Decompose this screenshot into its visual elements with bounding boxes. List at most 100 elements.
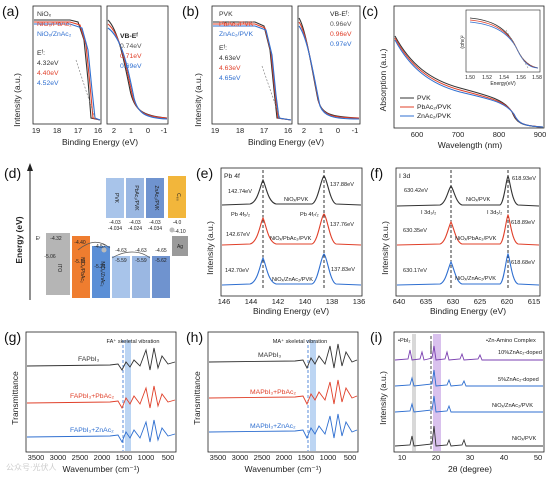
panel-f-orbital: I 3d₅/₂ (487, 210, 502, 216)
panel-d-low-value: -5.11 (74, 259, 85, 265)
panel-c-inset-tick: 1.50 (465, 75, 475, 81)
panel-a-tick: 16 (94, 126, 102, 135)
panel-a-vb-curve-znac (107, 27, 168, 120)
panel-b-tick: 17 (260, 126, 268, 135)
panel-h-curve-3 (208, 413, 358, 440)
panel-d-material: PbAc₂/PVK (133, 185, 139, 211)
panel-b-label: (b) (182, 3, 199, 19)
panel-i-legend-pbi: •PbI₂ (398, 338, 411, 344)
panel-d-material: Ag (177, 244, 183, 250)
panel-g-highlight-band (125, 340, 131, 451)
panel-f-orbital: I 3d₃/₂ (421, 210, 436, 216)
panel-d-block-pvk (106, 178, 124, 218)
panel-a-tick: 17 (74, 126, 82, 135)
panel-b-legend-3: ZnAc₂/PVK (219, 31, 253, 38)
panel-g-sample: FAPbI₃+PbAc₂ (70, 393, 114, 400)
panel-d-block-nio-znac (92, 246, 110, 298)
panel-d-top-value2: -4.024 (128, 226, 142, 232)
panel-e-peak: 137.88eV (330, 182, 354, 188)
panel-i-highlight-complex (433, 334, 441, 451)
panel-f-curve-pbac (396, 213, 540, 246)
panel-f-label: (f) (370, 165, 383, 181)
panel-h-frame (207, 331, 359, 453)
panel-d-block-znac-pvk (146, 178, 164, 218)
panel-c-tick: 800 (493, 130, 506, 139)
panel-e-sample: NiOₓ/PVK (284, 197, 308, 203)
panel-i-tick: 20 (432, 453, 440, 462)
panel-d-transfer-arrow (111, 251, 151, 259)
panel-d-mid-value: -4.40 (74, 240, 86, 246)
panel-a-legend-1: NiOₓ (37, 11, 52, 18)
panel-h-highlight-band (310, 340, 316, 451)
panel-b-tick: 19 (211, 126, 219, 135)
panel-d-top-value2: -4.034 (148, 226, 162, 232)
panel-a-ef-3: 4.52eV (37, 80, 59, 87)
panel-e-tick: 138 (326, 297, 339, 306)
panel-f-peak: 630.17eV (403, 268, 427, 274)
panel-d-mid-value: -4.63 (135, 248, 147, 254)
panel-i-sample: NiOₓ/PVK (512, 436, 536, 442)
panel-d-mid-value: -4.52 (94, 244, 106, 250)
panel-f-curve-znac (396, 252, 540, 286)
panel-e-sample: NiOₓ/ZnAc₂/PVK (272, 277, 313, 283)
panel-e-xlabel: Binding Energy (eV) (253, 306, 329, 316)
panel-c-inset-tick: 1.54 (499, 75, 509, 81)
panel-i-xlabel: 2θ (degree) (448, 464, 492, 474)
panel-i-curve-nio (394, 425, 543, 447)
panel-g-tick: 1500 (116, 453, 133, 462)
panel-d-material: PVK (113, 193, 119, 204)
panel-e-label: (e) (196, 165, 213, 181)
panel-e-curve-znac (221, 253, 362, 286)
panel-b: (b) Intensity (a.u.) PVK PbAc₂/PVK ZnAc₂… (182, 3, 361, 147)
panel-b-ylabel: Intensity (a.u.) (193, 73, 203, 127)
panel-c-inset-fit (505, 29, 529, 69)
panel-c-inset-tick: 1.56 (516, 75, 526, 81)
panel-e-curve-nio (221, 175, 362, 206)
panel-e-sample: NiOₓ/PbAc₂/PVK (270, 236, 312, 242)
panel-i-ylabel: Intensity (a.u.) (378, 371, 388, 425)
panel-d-top-value2: -4.034 (108, 226, 122, 232)
panel-a-curve-pbac (34, 21, 101, 121)
panel-e-peak: 142.70eV (225, 268, 249, 274)
panel-a-tick: -1 (161, 126, 168, 135)
panel-g-tick: 3000 (50, 453, 67, 462)
panel-c-inset-tick: 1.58 (532, 75, 542, 81)
panel-i-curve-znac (394, 395, 543, 413)
panel-d-low-value: -5.62 (155, 258, 167, 264)
panel-d-top-value: -4.0 (173, 220, 182, 226)
panel-e-peak: 142.67eV (226, 232, 250, 238)
panel-f-sample: NiOₓ/PVK (466, 197, 490, 203)
panel-b-tick: 16 (284, 126, 292, 135)
panel-i-sample: 10%ZnAc₂-doped (498, 350, 542, 356)
panel-e-title: Pb 4f (224, 173, 240, 180)
panel-f-sample: NiOₓ/PbAc₂/PVK (455, 236, 497, 242)
panel-d-mid-value: -4.32 (50, 236, 62, 242)
panel-c-tick: 900 (534, 130, 547, 139)
panel-g-tick: 500 (162, 453, 175, 462)
panel-c-label: (c) (362, 3, 378, 19)
panel-b-curve-znac (213, 25, 292, 121)
panel-i-tick: 40 (500, 453, 508, 462)
panel-a-tick: 0 (146, 126, 150, 135)
panel-c-inset-tick: 1.52 (482, 75, 492, 81)
watermark-text: 公众号·光伏人 (6, 462, 57, 472)
panel-d-label: (d) (4, 165, 21, 181)
panel-g-tick: 3500 (28, 453, 45, 462)
panel-c-tick: 600 (411, 130, 424, 139)
panel-b-tick: 0 (336, 126, 340, 135)
panel-b-legend-2: PbAc₂/PVK (219, 21, 254, 28)
panel-d-hole-icon (101, 247, 107, 253)
panel-i: (i) Intensity (a.u.) •PbI₂ •Zn-Amino Com… (370, 329, 545, 474)
panel-f-xlabel: Binding Energy (eV) (430, 306, 506, 316)
panel-e-peak: 137.76eV (330, 222, 354, 228)
panel-c-curve-znac (394, 39, 544, 128)
panel-a-vb-curve-pbac (107, 23, 168, 119)
panel-h-tick: 2500 (254, 453, 271, 462)
panel-i-highlight-pbi (412, 334, 416, 451)
panel-b-ef-1: 4.63eV (219, 55, 241, 62)
panel-e-curve-pbac (221, 213, 362, 246)
panel-e-ylabel: Intensity (a.u.) (205, 221, 215, 275)
panel-f-title: I 3d (399, 173, 411, 180)
panel-f-tick: 620 (501, 297, 514, 306)
